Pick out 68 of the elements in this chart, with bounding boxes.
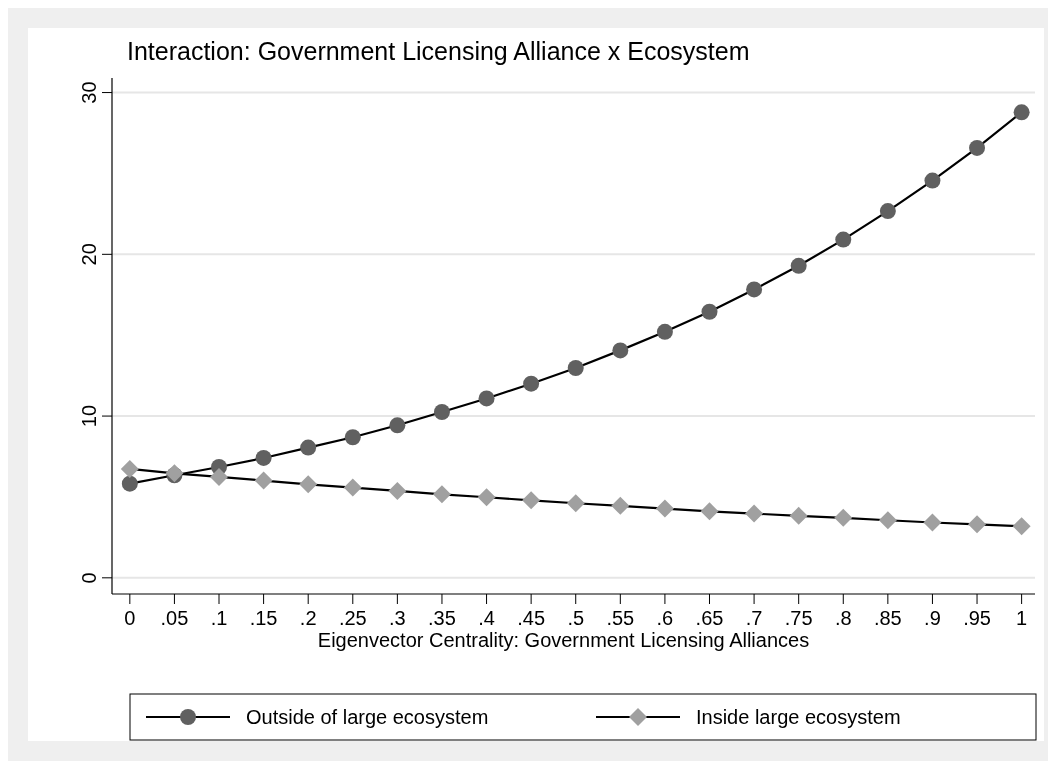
point: [478, 390, 495, 407]
point: [611, 496, 630, 515]
x-tick-label: .6: [656, 607, 674, 629]
x-axis-title: Eigenvector Centrality: Government Licensing Alliances: [317, 629, 810, 651]
point: [1013, 104, 1030, 121]
x-tick-label: .85: [873, 607, 902, 629]
point: [879, 203, 896, 220]
point: [1012, 517, 1031, 536]
point: [522, 491, 541, 510]
legend-label: Inside large ecosystem: [696, 706, 901, 728]
point: [344, 429, 361, 446]
point: [746, 281, 763, 298]
point: [612, 342, 629, 359]
point: [878, 511, 897, 530]
point: [789, 506, 808, 525]
point: [299, 475, 318, 494]
point: [835, 231, 852, 248]
point: [700, 502, 719, 521]
x-tick-label: .95: [963, 607, 991, 629]
x-tick-label: .55: [606, 607, 635, 629]
point: [300, 439, 317, 456]
x-tick-label: .45: [517, 607, 546, 629]
point: [255, 449, 272, 466]
x-tick-label: .1: [210, 607, 228, 629]
x-tick-label: .4: [478, 607, 495, 629]
x-tick-label: 0: [124, 607, 136, 629]
x-tick-label: .65: [695, 607, 724, 629]
point: [523, 375, 540, 392]
point: [477, 488, 496, 507]
point: [210, 467, 229, 486]
point: [968, 515, 987, 534]
point: [121, 475, 138, 492]
point: [433, 404, 450, 421]
point: [923, 513, 942, 532]
point: [432, 485, 451, 504]
x-tick-label: .05: [160, 607, 189, 629]
x-tick-label: .25: [338, 607, 367, 629]
legend-label: Outside of large ecosystem: [246, 706, 489, 728]
point: [790, 257, 807, 274]
point: [120, 459, 139, 478]
point: [254, 471, 273, 490]
y-tick-label: 20: [78, 243, 100, 266]
point: [389, 417, 406, 434]
x-tick-label: .7: [745, 607, 763, 629]
x-tick-label: .2: [299, 607, 317, 629]
point: [969, 139, 986, 156]
y-tick-label: 30: [78, 81, 100, 104]
point: [388, 481, 407, 500]
y-tick-label: 10: [78, 404, 100, 428]
point: [655, 499, 674, 518]
x-tick-label: .8: [834, 607, 852, 629]
x-tick-label: .75: [784, 607, 813, 629]
point: [567, 360, 584, 377]
point: [745, 504, 764, 523]
x-tick-label: .35: [428, 607, 456, 629]
point: [656, 323, 673, 340]
chart-title: Interaction: Government Licensing Alliance x Ecosystem: [127, 37, 750, 65]
x-tick-label: .9: [924, 607, 941, 629]
point: [834, 508, 853, 527]
point: [701, 303, 718, 320]
point: [924, 172, 941, 189]
point: [566, 494, 585, 513]
point: [343, 478, 362, 497]
x-tick-label: .3: [389, 607, 406, 629]
x-tick-label: 1: [1016, 607, 1028, 629]
x-tick-label: .5: [567, 607, 585, 629]
x-tick-label: .15: [249, 607, 278, 629]
y-tick-label: 0: [78, 572, 100, 584]
